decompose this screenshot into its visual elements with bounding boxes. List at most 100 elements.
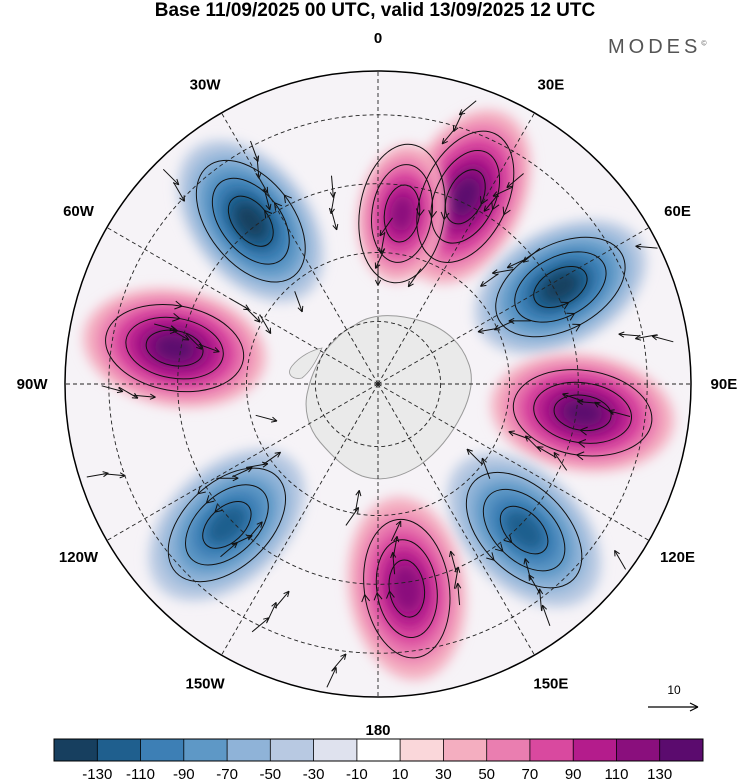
wind-arrow [390, 520, 402, 542]
colorbar-tick-label: 50 [478, 766, 495, 783]
anomaly-center [447, 453, 602, 608]
anomaly-center [148, 449, 305, 601]
latitude-circle [314, 320, 442, 448]
colorbar-tick-label: -30 [303, 766, 325, 783]
colorbar-tick-label: 110 [605, 766, 629, 783]
brand-mark: © [701, 40, 707, 48]
wind-arrow [101, 385, 124, 394]
wind-arrow [455, 582, 462, 606]
wind-arrow [480, 273, 499, 287]
colorbar-tick-label: 10 [392, 766, 409, 783]
longitude-label: 90E [711, 376, 738, 393]
wind-arrow [216, 475, 239, 482]
meridian-line [221, 383, 379, 656]
longitude-labels: 0 30E 60E 90E 120E 150E 180 150W 120W 90W 60W 30W [17, 30, 738, 739]
longitude-label: 150E [533, 676, 568, 693]
wind-arrow [390, 552, 397, 575]
wind-arrow [250, 140, 260, 162]
wind-arrow [449, 550, 457, 573]
wind-arrow [614, 549, 627, 570]
colorbar-tick-label: -130 [82, 766, 112, 783]
colorbar-swatch [183, 739, 228, 761]
colorbar-tick-label: -90 [173, 766, 195, 783]
map-title: Base 11/09/2025 00 UTC, valid 13/09/2025… [154, 0, 596, 21]
colorbar-swatch [659, 739, 704, 761]
colorbar: -130 -110 -90 -70 -50 -30 -10 10 30 50 70 90 110 130 [53, 738, 704, 783]
wind-arrow [232, 466, 253, 478]
brand-logo: MODES© [608, 36, 707, 59]
wind-arrow [618, 331, 641, 338]
longitude-label: 90W [17, 376, 49, 393]
longitude-label: 0 [374, 30, 382, 47]
wind-arrow [492, 186, 514, 197]
wind-arrow [374, 248, 386, 269]
longitude-label: 30E [538, 77, 565, 94]
wind-arrow [86, 471, 109, 478]
brand-name: MODES [608, 36, 702, 58]
colorbar-tick-label: -10 [346, 766, 368, 783]
meridian-line [106, 227, 379, 385]
colorbar-tick-label: 130 [647, 766, 672, 783]
wind-arrow [345, 506, 360, 526]
wind-arrow [528, 574, 541, 595]
antarctica-landmass [289, 315, 472, 480]
reference-vector: 10 [648, 683, 699, 712]
wind-arrow [198, 343, 220, 353]
meridian-line [106, 383, 379, 541]
wind-arrow [492, 268, 515, 276]
colorbar-swatch [573, 739, 617, 761]
wind-arrow [541, 604, 551, 626]
wind-arrow [118, 386, 139, 399]
streamline-vortex [361, 518, 451, 659]
wind-arrow [506, 173, 524, 189]
wind-arrow [522, 247, 541, 263]
wind-arrow [481, 457, 491, 479]
latitude-circle [246, 252, 510, 516]
wind-streamlines [86, 100, 674, 688]
colorbar-tick-label: 90 [565, 766, 582, 783]
colorbar-tick-label: 70 [522, 766, 539, 783]
wind-arrow [379, 217, 393, 237]
wind-arrow [326, 667, 337, 688]
colorbar-swatch [356, 739, 401, 761]
colorbar-swatch [400, 739, 444, 761]
wind-arrow [220, 542, 238, 558]
wind-arrow [553, 451, 568, 471]
wind-arrow [331, 653, 347, 672]
longitude-label: 150W [186, 676, 226, 693]
colorbar-swatch [270, 739, 315, 761]
longitude-label: 120E [660, 549, 695, 566]
colorbar-swatch [54, 739, 98, 761]
colorbar-tick-label: -50 [259, 766, 281, 783]
colorbar-tick-label: -70 [216, 766, 238, 783]
wind-arrow [508, 317, 531, 324]
wind-arrow [483, 194, 499, 212]
streamline-vortex [167, 467, 287, 583]
meridian-line [377, 383, 650, 541]
colorbar-swatch [529, 739, 574, 761]
meridian-line [377, 383, 535, 656]
wind-arrow [263, 188, 272, 211]
wind-arrow [185, 333, 203, 350]
map-boundary [64, 70, 692, 698]
longitude-label: 60E [664, 203, 691, 220]
longitude-label: 60W [63, 203, 95, 220]
streamline-vortex [495, 236, 626, 338]
longitude-label: 120W [59, 549, 99, 566]
colorbar-swatch [227, 739, 271, 761]
colorbar-swatch [313, 739, 358, 761]
wind-arrow [133, 393, 156, 400]
wind-arrow [259, 314, 272, 335]
reference-arrow-head [689, 702, 699, 712]
wind-arrow [294, 291, 304, 313]
wind-arrow [407, 268, 422, 288]
wind-arrow [329, 175, 336, 198]
wind-arrow [466, 448, 483, 466]
longitude-label: 180 [365, 722, 390, 739]
longitude-label: 30W [190, 77, 222, 94]
wind-arrow [154, 323, 176, 332]
wind-arrow [246, 461, 269, 468]
wind-arrow [608, 409, 631, 417]
